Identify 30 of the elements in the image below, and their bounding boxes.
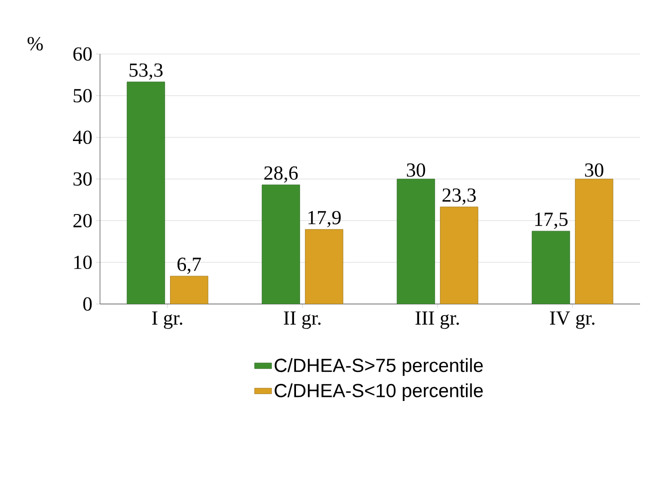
x-tick-label: II gr.: [284, 312, 321, 329]
data-label: 17,5: [535, 212, 568, 229]
x-tick-label: I gr.: [152, 312, 182, 329]
legend-label: C/DHEA-S>75 percentile: [274, 358, 483, 376]
x-tick-label: III gr.: [416, 312, 459, 329]
data-label: 23,3: [442, 188, 476, 205]
y-tick-label: 60: [73, 47, 92, 61]
y-tick-label: 40: [72, 130, 92, 144]
y-tick-label: 30: [74, 172, 92, 186]
y-tick-label: 10: [74, 256, 92, 270]
y-axis-title: %: [28, 36, 43, 50]
bar: [532, 230, 570, 304]
bar: [440, 206, 478, 304]
y-tick-label: 20: [73, 214, 92, 228]
y-tick-label: 50: [74, 88, 92, 102]
legend-label: C/DHEA-S<10 percentile: [274, 383, 483, 402]
bar: [170, 276, 208, 304]
bar: [396, 178, 436, 304]
data-label: 28,6: [264, 166, 298, 183]
y-tick-label: 0: [83, 297, 92, 311]
data-label: 53,3: [130, 63, 163, 80]
data-label: 17,9: [308, 210, 341, 228]
bar: [126, 82, 165, 304]
data-label: 6,7: [178, 258, 201, 274]
bar: [262, 184, 300, 304]
data-label: 30: [406, 163, 426, 177]
bar: [305, 229, 344, 304]
bar: [575, 178, 614, 304]
x-tick-label: IV gr.: [550, 312, 594, 329]
data-label: 30: [585, 163, 604, 177]
